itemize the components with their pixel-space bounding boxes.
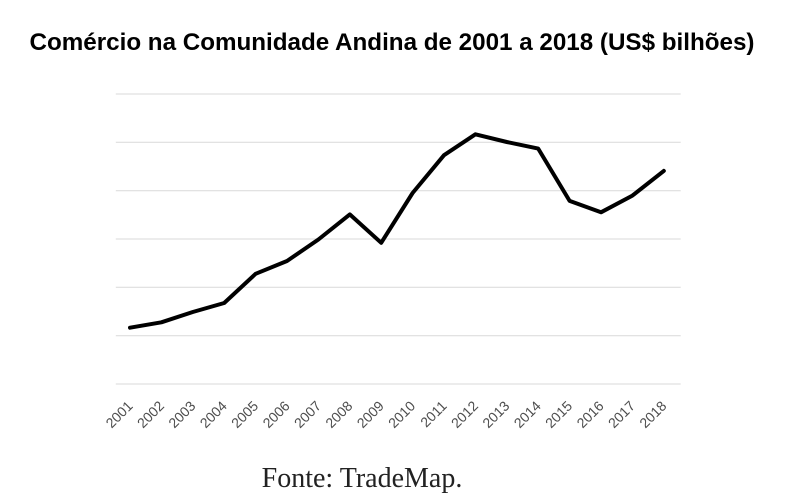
- svg-text:2015: 2015: [542, 397, 575, 430]
- svg-text:2014: 2014: [511, 397, 544, 430]
- svg-text:2006: 2006: [259, 397, 292, 430]
- svg-text:2005: 2005: [228, 397, 261, 430]
- svg-text:2004: 2004: [197, 397, 230, 430]
- svg-text:2009: 2009: [354, 397, 387, 430]
- svg-text:2002: 2002: [134, 397, 167, 430]
- svg-text:2012: 2012: [448, 397, 481, 430]
- svg-text:2018: 2018: [636, 397, 669, 430]
- svg-text:2017: 2017: [605, 397, 638, 430]
- svg-text:2011: 2011: [417, 397, 450, 430]
- svg-text:2016: 2016: [573, 397, 606, 430]
- svg-text:2008: 2008: [322, 397, 355, 430]
- svg-text:2013: 2013: [479, 397, 512, 430]
- svg-text:2001: 2001: [102, 397, 135, 430]
- svg-text:2007: 2007: [291, 397, 324, 430]
- svg-text:2010: 2010: [385, 397, 418, 430]
- svg-text:2003: 2003: [165, 397, 198, 430]
